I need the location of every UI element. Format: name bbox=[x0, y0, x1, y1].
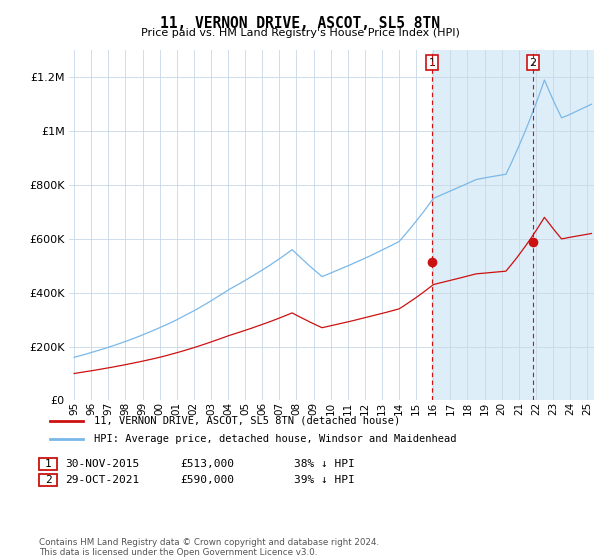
Text: HPI: Average price, detached house, Windsor and Maidenhead: HPI: Average price, detached house, Wind… bbox=[95, 434, 457, 444]
Text: 1: 1 bbox=[428, 58, 436, 68]
Text: 38% ↓ HPI: 38% ↓ HPI bbox=[294, 459, 355, 469]
Text: 29-OCT-2021: 29-OCT-2021 bbox=[65, 475, 139, 485]
Text: 30-NOV-2015: 30-NOV-2015 bbox=[65, 459, 139, 469]
Text: £513,000: £513,000 bbox=[180, 459, 234, 469]
Text: Contains HM Land Registry data © Crown copyright and database right 2024.
This d: Contains HM Land Registry data © Crown c… bbox=[39, 538, 379, 557]
Text: 11, VERNON DRIVE, ASCOT, SL5 8TN: 11, VERNON DRIVE, ASCOT, SL5 8TN bbox=[160, 16, 440, 31]
Text: 2: 2 bbox=[44, 475, 52, 485]
Text: Price paid vs. HM Land Registry's House Price Index (HPI): Price paid vs. HM Land Registry's House … bbox=[140, 28, 460, 38]
Text: 1: 1 bbox=[44, 459, 52, 469]
Text: £590,000: £590,000 bbox=[180, 475, 234, 485]
Text: 2: 2 bbox=[529, 58, 536, 68]
Bar bbox=[432, 50, 594, 400]
Text: 11, VERNON DRIVE, ASCOT, SL5 8TN (detached house): 11, VERNON DRIVE, ASCOT, SL5 8TN (detach… bbox=[95, 416, 401, 426]
Text: 39% ↓ HPI: 39% ↓ HPI bbox=[294, 475, 355, 485]
